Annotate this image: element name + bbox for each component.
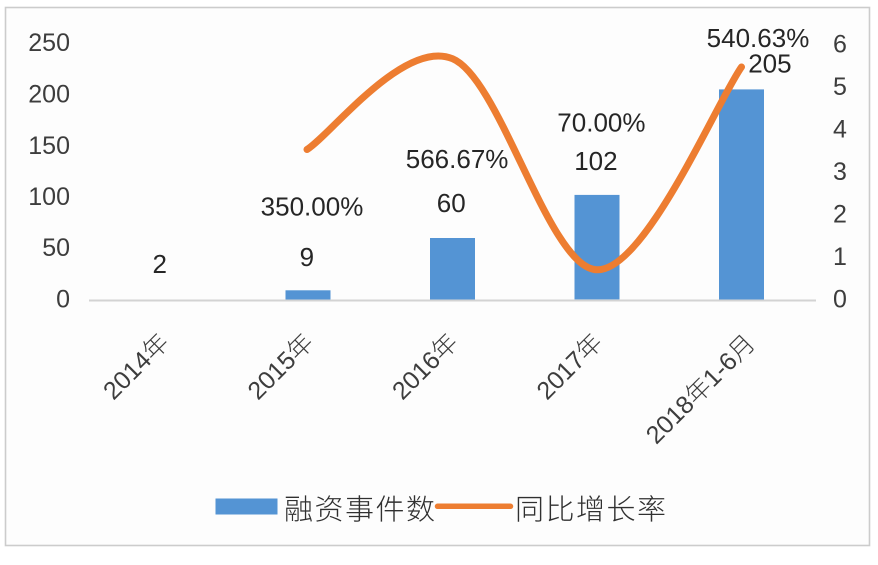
svg-text:200: 200 <box>28 81 70 109</box>
svg-text:0: 0 <box>56 286 70 314</box>
svg-text:150: 150 <box>28 132 70 160</box>
svg-text:540.63%: 540.63% <box>707 23 810 53</box>
svg-text:4: 4 <box>833 116 847 144</box>
svg-text:5: 5 <box>833 73 847 101</box>
svg-text:102: 102 <box>574 146 617 176</box>
svg-text:350.00%: 350.00% <box>261 192 364 222</box>
svg-text:50: 50 <box>42 234 70 262</box>
svg-text:70.00%: 70.00% <box>557 107 645 137</box>
svg-text:205: 205 <box>748 49 791 79</box>
svg-text:3: 3 <box>833 158 847 186</box>
svg-text:566.67%: 566.67% <box>406 144 509 174</box>
svg-text:1: 1 <box>833 243 847 271</box>
svg-text:2: 2 <box>833 201 847 229</box>
svg-text:6: 6 <box>833 31 847 59</box>
svg-text:250: 250 <box>28 29 70 57</box>
svg-text:9: 9 <box>300 242 314 272</box>
svg-text:0: 0 <box>833 286 847 314</box>
svg-text:60: 60 <box>437 188 466 218</box>
svg-text:2: 2 <box>152 249 166 279</box>
svg-text:100: 100 <box>28 183 70 211</box>
